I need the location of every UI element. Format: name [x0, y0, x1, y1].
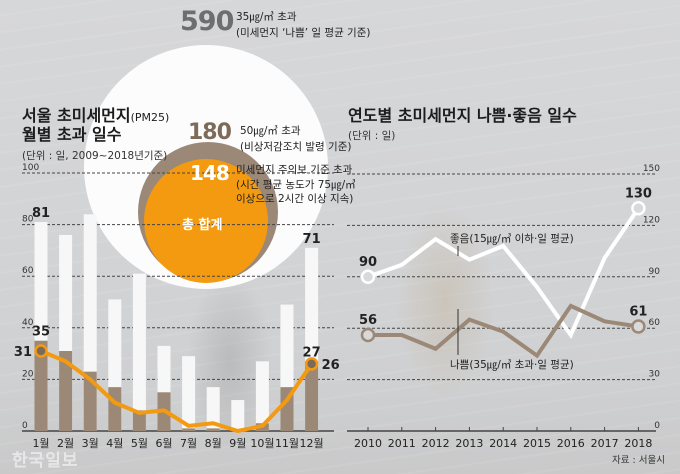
left-chart-unit: (단위 : 일, 2009~2018년기준)	[22, 150, 168, 162]
left-ytick-100: 100	[22, 163, 39, 173]
right-line-point-0-2018	[631, 201, 646, 216]
left-chart-grid: 0 20 40 60 80 100	[22, 163, 334, 432]
right-xtick-2018: 2018	[624, 437, 652, 450]
left-xtick-7: 7월	[180, 437, 197, 450]
right-ytick-120: 120	[643, 215, 660, 225]
left-bar-s0-10	[255, 361, 269, 431]
left-ytick-0: 0	[22, 421, 28, 431]
left-line-series	[39, 349, 314, 433]
left-bar-s0-7	[182, 356, 196, 431]
left-bar-s1-2	[59, 351, 73, 431]
circle-180-line1: 50㎍/㎥ 초과	[240, 125, 301, 137]
circle-148	[144, 159, 268, 283]
right-ytick-0: 0	[654, 421, 660, 431]
left-xtick-8: 8월	[205, 437, 222, 450]
left-line-point-1	[34, 344, 48, 358]
right-ytick-150: 150	[643, 164, 660, 174]
right-ytick-30: 30	[649, 370, 661, 380]
right-data-label-90: 90	[359, 255, 377, 270]
right-chart-title: 연도별 초미세먼지 나쁨·좋음 일수	[348, 106, 577, 125]
right-line-series-0	[367, 207, 641, 340]
left-ytick-20: 20	[22, 369, 34, 379]
left-chart-title: 서울 초미세먼지(PM25)	[22, 106, 169, 127]
watermark-logo: 한국일보	[12, 451, 79, 471]
left-chart-title-line2: 월별 초과 일수	[22, 125, 122, 144]
right-xtick-2012: 2012	[422, 437, 450, 450]
circle-180-line2: (비상저감조치 발령 기준)	[240, 141, 352, 153]
left-xtick-12: 12월	[300, 437, 324, 450]
right-line-series-1	[368, 303, 639, 359]
right-line-point-1-2010	[360, 327, 376, 343]
left-xtick-2: 2월	[57, 437, 74, 450]
left-ytick-60: 60	[22, 266, 34, 276]
right-xtick-2016: 2016	[557, 437, 585, 450]
left-data-label-71: 71	[303, 232, 321, 247]
left-bar-s1-5	[132, 410, 146, 431]
left-data-label-26: 26	[322, 358, 340, 373]
circle-590-line1: 35㎍/㎥ 초과	[236, 11, 297, 23]
circle-180-annotation: 180 50㎍/㎥ 초과 (비상저감조치 발령 기준)	[188, 120, 351, 153]
source-note: 자료 : 서울시	[612, 455, 665, 466]
right-xtick-2011: 2011	[388, 437, 416, 450]
left-xtick-6: 6월	[155, 437, 172, 450]
left-bar-s0-9	[231, 400, 245, 431]
circle-180-value: 180	[188, 120, 232, 145]
circle-590-line2: (미세먼지 ‘나쁨’ 일 평균 기준)	[236, 27, 371, 39]
left-data-label-27: 27	[303, 345, 321, 360]
left-data-label-81: 81	[32, 206, 50, 221]
left-bar-s1-8	[206, 428, 220, 431]
left-ytick-80: 80	[22, 215, 34, 225]
right-xtick-2015: 2015	[523, 437, 551, 450]
circle-148-annotation: 148 미세먼지 주의보 기준 초과 (시간 평균 농도가 75㎍/㎥ 이상으로…	[190, 161, 356, 205]
legend-good-label: 좋음(15㎍/㎥ 이하·일 평균)	[450, 232, 574, 245]
left-line-point-12	[304, 357, 319, 371]
right-line-point-1-2018	[631, 319, 646, 334]
left-data-label-31: 31	[14, 345, 32, 360]
right-ytick-90: 90	[649, 267, 661, 277]
right-xtick-2013: 2013	[455, 437, 483, 450]
circle-148-line1: 미세먼지 주의보 기준 초과	[236, 164, 353, 176]
circle-590-value: 590	[180, 6, 234, 37]
left-bar-s1-3	[83, 371, 97, 431]
right-data-label-130: 130	[625, 186, 652, 201]
left-bar-s1-7	[182, 428, 196, 431]
right-chart-unit: (단위 : 일)	[348, 130, 396, 142]
right-chart-grid: 0 30 60 90 120 150	[347, 164, 661, 432]
left-xtick-9: 9월	[229, 437, 246, 450]
left-bar-s1-12	[305, 361, 319, 431]
left-bar-s0-8	[206, 387, 220, 431]
left-xtick-4: 4월	[106, 437, 123, 450]
left-xtick-1: 1월	[32, 437, 49, 450]
circle-590-annotation: 590 35㎍/㎥ 초과 (미세먼지 ‘나쁨’ 일 평균 기준)	[180, 6, 370, 39]
right-xtick-2014: 2014	[489, 437, 517, 450]
right-chart-labels: 2010 2011 2012 2013 2014 2015 2016 2017 2018 90 13…	[354, 186, 652, 450]
legend-bad-label: 나쁨(35㎍/㎥ 초과·일 평균)	[450, 358, 574, 371]
right-ytick-60: 60	[649, 318, 661, 328]
left-data-label-35: 35	[32, 325, 50, 340]
total-label: 총 합계	[182, 218, 223, 233]
right-chart-lines	[360, 201, 646, 359]
right-data-label-56: 56	[359, 313, 377, 328]
right-data-label-61: 61	[629, 304, 647, 319]
left-ytick-40: 40	[22, 318, 34, 328]
left-xtick-3: 3월	[82, 437, 99, 450]
left-bar-s1-4	[108, 387, 122, 431]
left-xtick-11: 11월	[275, 437, 299, 450]
circle-148-line2: (시간 평균 농도가 75㎍/㎥	[236, 179, 356, 191]
left-chart-title-line1: 서울 초미세먼지	[22, 106, 131, 125]
right-xtick-2010: 2010	[354, 437, 382, 450]
left-chart-line	[34, 344, 319, 433]
right-line-point-0-2010	[360, 269, 376, 285]
right-xtick-2017: 2017	[591, 437, 619, 450]
left-bar-s0-5	[132, 273, 146, 431]
circles-layer	[84, 45, 328, 289]
left-bar-s1-1	[34, 340, 48, 431]
left-xtick-10: 10월	[250, 437, 274, 450]
circle-148-line3: 이상으로 2시간 이상 지속)	[236, 193, 354, 205]
left-chart-title-suffix: (PM25)	[130, 111, 170, 124]
circle-148-value: 148	[190, 161, 230, 185]
left-xtick-5: 5월	[131, 437, 148, 450]
